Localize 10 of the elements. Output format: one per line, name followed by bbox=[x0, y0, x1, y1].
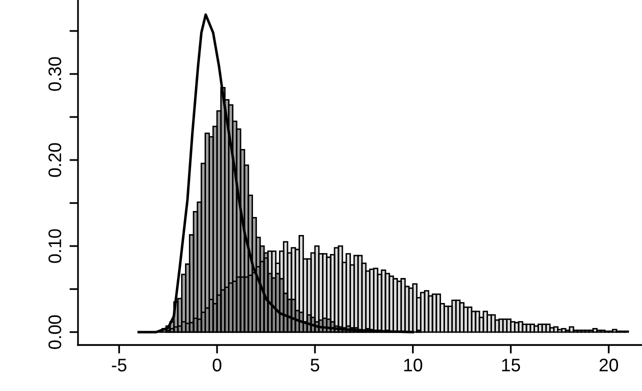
x-tick-label: 10 bbox=[404, 358, 422, 372]
y-tick-label: 0.10 bbox=[48, 229, 62, 263]
y-tick-label: 0.20 bbox=[48, 143, 62, 177]
x-tick-label: 0 bbox=[212, 358, 222, 372]
x-tick-label: 5 bbox=[310, 358, 320, 372]
x-tick-label: 15 bbox=[502, 358, 520, 372]
x-tick-label: -5 bbox=[112, 358, 126, 372]
x-tick-label: 20 bbox=[600, 358, 618, 372]
y-tick-label: 0.00 bbox=[48, 315, 62, 349]
y-tick-label: 0.30 bbox=[48, 57, 62, 91]
